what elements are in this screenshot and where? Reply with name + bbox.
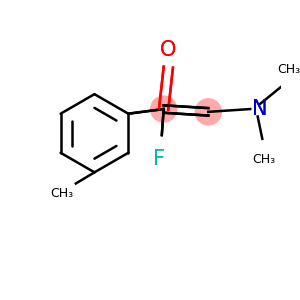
Text: N: N (252, 99, 268, 119)
Text: N: N (252, 99, 268, 119)
Text: CH₃: CH₃ (253, 153, 276, 166)
Circle shape (151, 96, 177, 122)
Text: CH₃: CH₃ (278, 64, 300, 76)
Text: O: O (160, 40, 176, 60)
Text: O: O (160, 40, 176, 60)
Text: F: F (153, 149, 165, 169)
Circle shape (195, 99, 221, 125)
Text: F: F (153, 149, 165, 169)
Text: CH₃: CH₃ (50, 187, 73, 200)
